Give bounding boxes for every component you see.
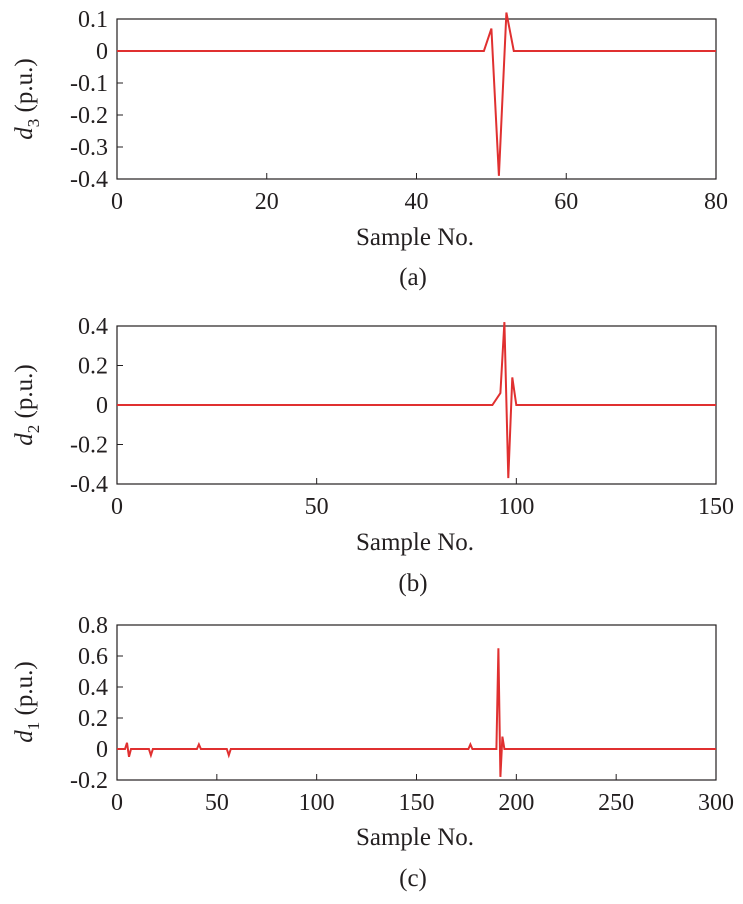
x-axis-label-b: Sample No. bbox=[356, 529, 474, 556]
x-tick-label-c-6: 300 bbox=[698, 790, 734, 816]
panel-caption-c: (c) bbox=[399, 865, 427, 892]
y-tick-label-b-0: 0.4 bbox=[78, 314, 108, 340]
x-tick-label-b-2: 100 bbox=[498, 494, 534, 520]
panel-a: 0.1 0 -0.1 -0.2 -0.3 -0.4 0 20 40 60 80 d3 (p.u.)… bbox=[11, 7, 728, 291]
y-tick-label-c-3: 0.2 bbox=[78, 706, 108, 732]
x-tick-label-c-3: 150 bbox=[399, 790, 435, 816]
x-tick-label-c-4: 200 bbox=[498, 790, 534, 816]
x-ticks-b: 0 50 100 150 bbox=[111, 478, 734, 520]
x-axis-label-a: Sample No. bbox=[356, 224, 474, 251]
series-line-a bbox=[117, 12, 716, 176]
x-tick-label-a-1: 20 bbox=[255, 189, 279, 215]
plot-area-a bbox=[116, 18, 717, 180]
series-line-c bbox=[117, 648, 716, 777]
y-tick-label-c-0: 0.8 bbox=[78, 613, 108, 639]
x-tick-label-b-0: 0 bbox=[111, 494, 123, 520]
x-tick-label-c-1: 50 bbox=[205, 790, 229, 816]
y-tick-label-a-1: 0 bbox=[96, 39, 108, 65]
y-axis-label-b: d2 (p.u.) bbox=[11, 364, 43, 445]
x-tick-label-a-2: 40 bbox=[405, 189, 429, 215]
y-tick-label-a-4: -0.3 bbox=[70, 135, 108, 161]
plot-area-c bbox=[116, 624, 717, 781]
x-ticks-c: 0 50 100 150 200 250 300 bbox=[111, 774, 734, 816]
y-tick-label-c-1: 0.6 bbox=[78, 644, 108, 670]
x-tick-label-c-0: 0 bbox=[111, 790, 123, 816]
y-ticks-c: 0.8 0.6 0.4 0.2 0 -0.2 bbox=[70, 613, 123, 794]
y-tick-label-a-3: -0.2 bbox=[70, 103, 108, 129]
y-tick-label-b-1: 0.2 bbox=[78, 354, 108, 380]
y-tick-label-c-4: 0 bbox=[96, 737, 108, 763]
x-tick-label-c-2: 100 bbox=[299, 790, 335, 816]
y-tick-label-a-5: -0.4 bbox=[70, 167, 108, 193]
y-tick-label-b-4: -0.4 bbox=[70, 472, 108, 498]
x-tick-label-a-4: 80 bbox=[704, 189, 728, 215]
panel-caption-a: (a) bbox=[399, 264, 427, 291]
y-tick-label-c-5: -0.2 bbox=[70, 768, 108, 794]
x-tick-label-b-3: 150 bbox=[698, 494, 734, 520]
x-tick-label-b-1: 50 bbox=[305, 494, 329, 520]
y-tick-label-a-2: -0.1 bbox=[70, 71, 108, 97]
panel-caption-b: (b) bbox=[398, 570, 427, 597]
y-tick-label-c-2: 0.4 bbox=[78, 675, 108, 701]
x-tick-label-a-0: 0 bbox=[111, 189, 123, 215]
panel-c: 0.80.60.40.20-0.2 0 50 100 150 200 250 300 d1 … bbox=[11, 613, 734, 892]
x-tick-label-c-5: 250 bbox=[598, 790, 634, 816]
y-tick-label-b-3: -0.2 bbox=[70, 433, 108, 459]
series-line-b bbox=[117, 322, 716, 479]
y-ticks-b: 0.4 0.2 0 -0.2 -0.4 bbox=[70, 314, 123, 498]
y-tick-label-b-2: 0 bbox=[96, 393, 108, 419]
x-ticks-a: 0 20 40 60 80 bbox=[111, 173, 728, 215]
y-axis-label-c: d1 (p.u.) bbox=[11, 661, 43, 742]
y-tick-label-a-0: 0.1 bbox=[78, 7, 108, 33]
y-ticks-a: 0.1 0 -0.1 -0.2 -0.3 -0.4 bbox=[70, 7, 123, 193]
y-axis-label-a: d3 (p.u.) bbox=[11, 58, 43, 139]
x-axis-label-c: Sample No. bbox=[356, 824, 474, 851]
x-tick-label-a-3: 60 bbox=[554, 189, 578, 215]
panel-b: 0.4 0.2 0 -0.2 -0.4 0 50 100 150 d2 (p.u.) Samp… bbox=[11, 314, 734, 597]
